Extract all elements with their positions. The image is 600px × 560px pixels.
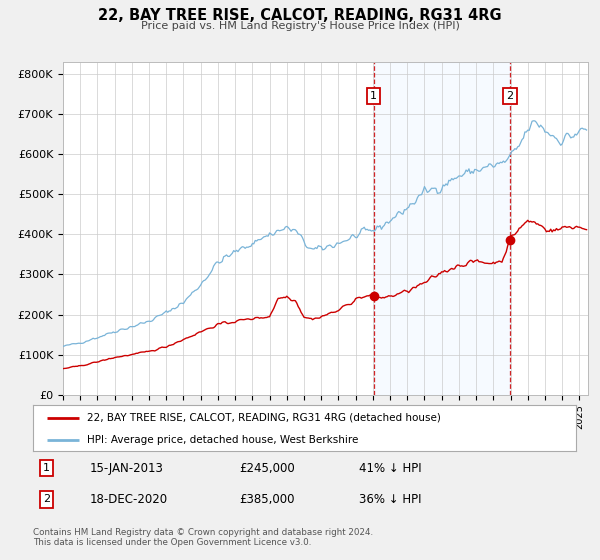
Text: 2: 2: [506, 91, 514, 101]
Text: 18-DEC-2020: 18-DEC-2020: [90, 493, 168, 506]
Text: HPI: Average price, detached house, West Berkshire: HPI: Average price, detached house, West…: [88, 435, 359, 445]
Text: 36% ↓ HPI: 36% ↓ HPI: [359, 493, 421, 506]
Text: This data is licensed under the Open Government Licence v3.0.: This data is licensed under the Open Gov…: [33, 538, 311, 547]
Text: Price paid vs. HM Land Registry's House Price Index (HPI): Price paid vs. HM Land Registry's House …: [140, 21, 460, 31]
Text: £245,000: £245,000: [239, 462, 295, 475]
Text: 41% ↓ HPI: 41% ↓ HPI: [359, 462, 421, 475]
Text: 22, BAY TREE RISE, CALCOT, READING, RG31 4RG: 22, BAY TREE RISE, CALCOT, READING, RG31…: [98, 8, 502, 24]
Text: 2: 2: [43, 494, 50, 505]
Text: £385,000: £385,000: [239, 493, 295, 506]
Text: Contains HM Land Registry data © Crown copyright and database right 2024.: Contains HM Land Registry data © Crown c…: [33, 528, 373, 536]
Text: 1: 1: [43, 463, 50, 473]
Text: 22, BAY TREE RISE, CALCOT, READING, RG31 4RG (detached house): 22, BAY TREE RISE, CALCOT, READING, RG31…: [88, 413, 441, 423]
Text: 15-JAN-2013: 15-JAN-2013: [90, 462, 164, 475]
Text: 1: 1: [370, 91, 377, 101]
Bar: [374, 62, 510, 395]
